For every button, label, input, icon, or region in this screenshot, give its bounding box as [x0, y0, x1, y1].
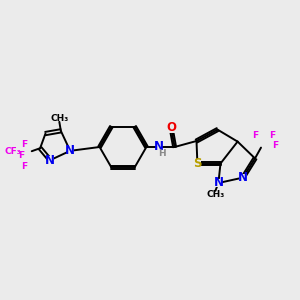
Bar [67, 147, 74, 155]
Bar [46, 156, 54, 164]
Text: F: F [272, 141, 278, 150]
Text: F: F [269, 131, 275, 140]
Text: H: H [158, 148, 166, 158]
Text: CF₃: CF₃ [4, 147, 21, 156]
Bar [239, 174, 247, 182]
Text: F: F [19, 151, 25, 160]
Text: F: F [253, 131, 259, 140]
Text: N: N [154, 140, 164, 154]
Text: F: F [22, 140, 28, 149]
Text: F: F [22, 162, 28, 171]
Text: CH₃: CH₃ [206, 190, 224, 199]
Text: N: N [45, 154, 55, 167]
Text: N: N [65, 144, 75, 157]
Bar [215, 179, 222, 187]
Bar [156, 143, 162, 151]
Text: O: O [167, 121, 177, 134]
Bar [194, 159, 201, 168]
Text: N: N [238, 171, 248, 184]
Text: N: N [213, 176, 224, 190]
Bar [169, 125, 175, 133]
Text: S: S [193, 157, 202, 170]
Text: CH₃: CH₃ [50, 114, 68, 123]
